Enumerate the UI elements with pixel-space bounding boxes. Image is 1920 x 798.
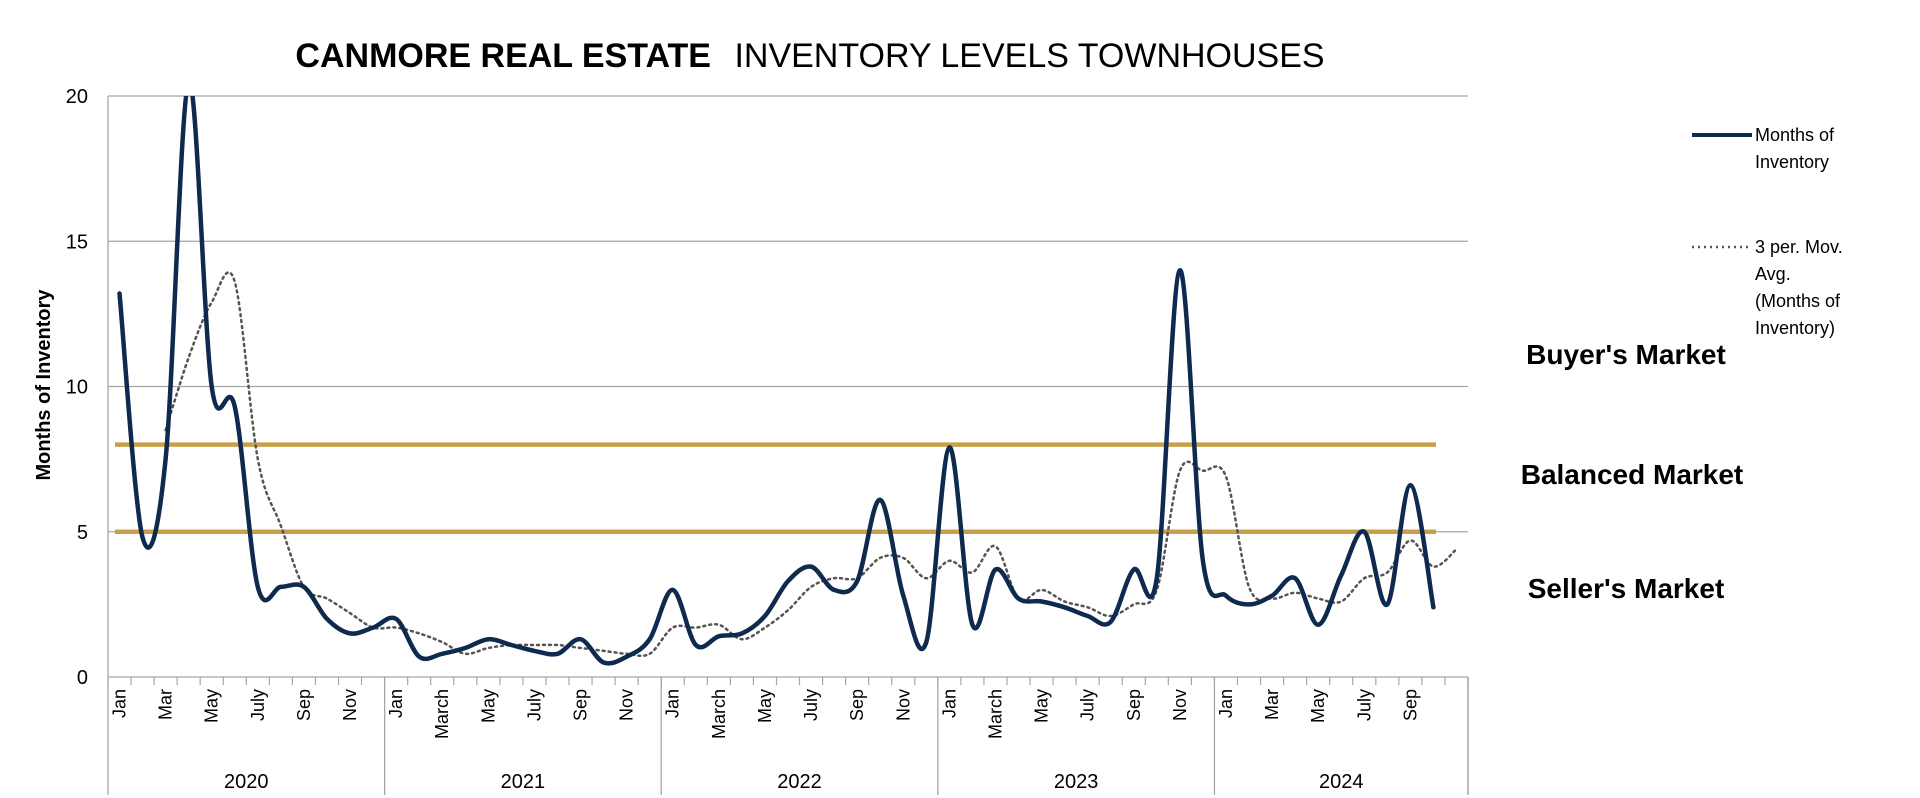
x-tick-label: Mar	[1262, 689, 1282, 720]
grid-lines	[108, 95, 1468, 533]
months-of-inventory-line	[117, 96, 1436, 666]
market-threshold-lines	[115, 442, 1436, 534]
x-tick-labels: Jan Mar May July Sep Nov Jan March May July Sep Nov…	[110, 689, 1421, 739]
y-tick-label: 10	[66, 377, 88, 399]
x-tick-label: May	[478, 689, 498, 723]
balanced-market-label: Balanced Market	[1521, 459, 1744, 490]
x-tick-label: May	[202, 689, 222, 723]
y-tick-labels: 0 5 10 15 20	[66, 86, 88, 689]
x-tick-label: Jan	[939, 689, 959, 718]
x-tick-label: Nov	[617, 689, 637, 721]
y-tick-label: 0	[77, 667, 88, 689]
year-label: 2024	[1319, 771, 1364, 793]
x-tick-label: July	[1078, 689, 1098, 721]
year-label: 2020	[224, 771, 269, 793]
x-tick-label: March	[432, 689, 452, 739]
chart-title-bold: CANMORE REAL ESTATE	[295, 37, 711, 75]
y-axis-label: Months of Inventory	[33, 289, 55, 481]
x-axis	[107, 96, 1469, 795]
series-lines	[117, 96, 1458, 666]
year-group-labels: 2020 2021 2022 2023 2024	[224, 771, 1363, 793]
legend: Months of Inventory 3 per. Mov. Avg. (Mo…	[1692, 125, 1848, 338]
year-label: 2022	[777, 771, 822, 793]
x-tick-label: Sep	[1124, 689, 1144, 721]
year-label: 2023	[1054, 771, 1099, 793]
y-tick-label: 5	[77, 522, 88, 544]
x-tick-label: Nov	[340, 689, 360, 721]
x-tick-label: March	[985, 689, 1005, 739]
chart-title: CANMORE REAL ESTATE INVENTORY LEVELS TOW…	[295, 37, 1324, 75]
x-tick-label: Sep	[1400, 689, 1420, 721]
chart-title-rest: INVENTORY LEVELS TOWNHOUSES	[734, 37, 1324, 75]
x-tick-label: Nov	[893, 689, 913, 721]
x-tick-label: July	[801, 689, 821, 721]
x-tick-label: Mar	[156, 689, 176, 720]
x-tick-label: July	[524, 689, 544, 721]
x-tick-label: Sep	[571, 689, 591, 721]
legend-dotted-label: 3 per. Mov. Avg. (Months of Inventory)	[1755, 237, 1848, 338]
year-label: 2021	[501, 771, 546, 793]
x-tick-label: July	[1354, 689, 1374, 721]
legend-solid-label: Months of Inventory	[1755, 125, 1839, 172]
moving-average-line	[164, 271, 1458, 658]
x-tick-label: May	[755, 689, 775, 723]
x-tick-label: May	[1032, 689, 1052, 723]
x-tick-label: Jan	[110, 689, 130, 718]
x-tick-label: July	[248, 689, 268, 721]
x-tick-label: Sep	[294, 689, 314, 721]
market-annotations: Buyer's Market Balanced Market Seller's …	[1521, 339, 1744, 604]
x-tick-label: Jan	[386, 689, 406, 718]
svg-text:CANMORE REAL ESTATE INVE: CANMORE REAL ESTATE INVENTORY LEVELS TOW…	[295, 37, 1324, 75]
buyers-market-label: Buyer's Market	[1526, 339, 1726, 370]
x-tick-label: Sep	[847, 689, 867, 721]
x-tick-label: Jan	[1216, 689, 1236, 718]
x-tick-label: Jan	[663, 689, 683, 718]
x-tick-label: March	[709, 689, 729, 739]
sellers-market-label: Seller's Market	[1528, 573, 1725, 604]
x-tick-label: Nov	[1170, 689, 1190, 721]
x-tick-label: May	[1308, 689, 1328, 723]
y-tick-label: 15	[66, 231, 88, 253]
y-tick-label: 20	[66, 86, 88, 108]
